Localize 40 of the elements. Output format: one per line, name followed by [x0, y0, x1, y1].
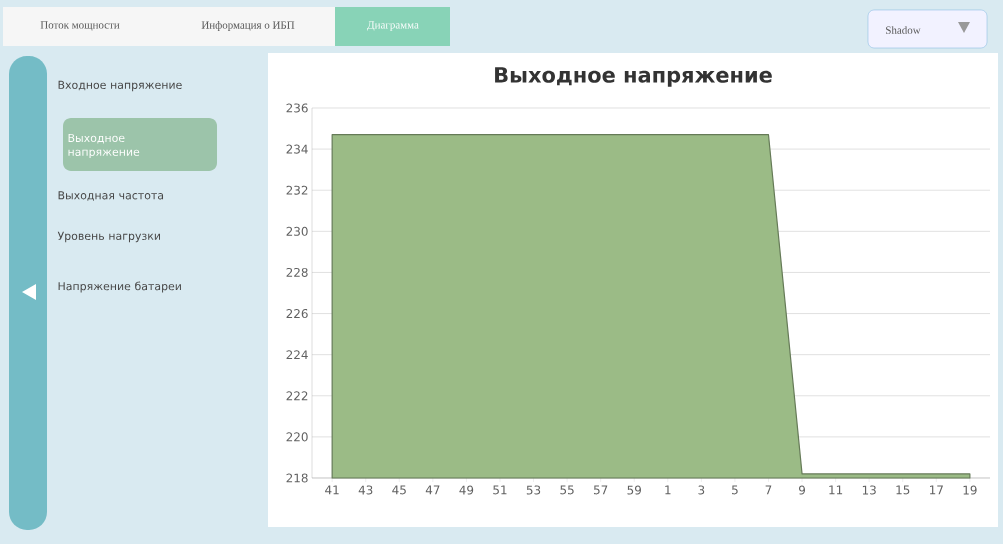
x-tick-label: 45: [392, 485, 406, 495]
text: Уровень нагрузки: [57, 231, 160, 243]
text: Выходное напряжение: [68, 133, 140, 159]
y-tick-label: 226: [286, 309, 308, 319]
x-tick-label: 51: [493, 485, 507, 495]
y-tick-label: 232: [286, 185, 308, 195]
text: Диаграмма: [367, 21, 419, 31]
text: Shadow: [886, 26, 921, 34]
x-tick-label: 59: [627, 485, 641, 495]
y-tick-label: 222: [286, 391, 308, 401]
x-tick-label: 41: [325, 485, 339, 495]
text: Выходная частота: [58, 191, 164, 201]
y-tick-label: 220: [286, 432, 308, 442]
x-tick-label: 49: [459, 485, 474, 495]
x-tick-label: 15: [896, 485, 910, 495]
x-tick-label: 43: [358, 485, 373, 495]
x-tick-label: 19: [963, 485, 977, 495]
x-tick-label: 13: [862, 485, 876, 495]
x-tick-label: 55: [560, 485, 574, 495]
y-tick-label: 230: [286, 226, 308, 236]
x-tick-label: 53: [526, 485, 541, 495]
x-tick-label: 7: [765, 485, 772, 495]
y-tick-label: 236: [286, 103, 308, 113]
x-tick-label: 1: [665, 485, 671, 495]
y-tick-label: 234: [286, 144, 308, 154]
y-tick-label: 224: [286, 350, 308, 360]
y-tick-label: 218: [286, 473, 308, 483]
chart-title: Выходное напряжение: [495, 67, 772, 87]
x-tick-label: 57: [593, 485, 608, 495]
x-tick-label: 3: [698, 485, 705, 495]
x-tick-label: 9: [799, 485, 806, 495]
text: Напряжение батареи: [58, 281, 181, 293]
text: Информация о ИБП: [201, 21, 295, 31]
x-tick-label: 5: [732, 485, 738, 495]
text: Входное напряжение: [58, 80, 182, 92]
x-tick-label: 17: [930, 485, 943, 495]
text: Поток мощности: [40, 21, 120, 31]
y-tick-label: 228: [286, 267, 308, 277]
x-tick-label: 11: [829, 485, 843, 495]
x-tick-label: 47: [425, 485, 440, 495]
